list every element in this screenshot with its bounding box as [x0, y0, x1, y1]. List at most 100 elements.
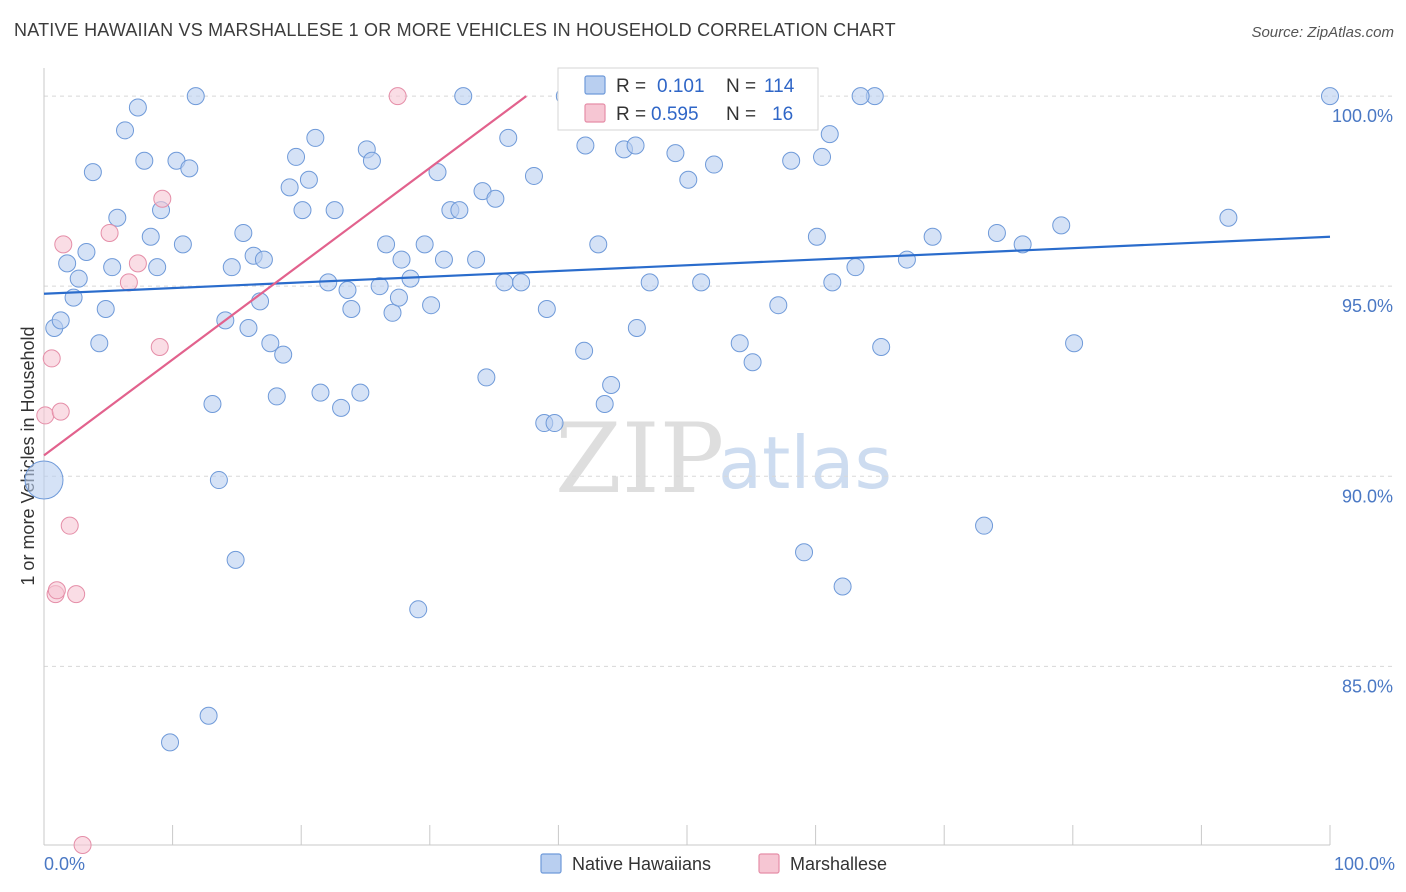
native-hawaiian-point	[370, 277, 389, 296]
marshallese-point	[388, 87, 407, 106]
y-axis-label: 1 or more Vehicles in Household	[18, 326, 38, 585]
x-axis-ticks	[43, 825, 1331, 845]
series-legend-label-pink: Marshallese	[790, 854, 887, 874]
native-hawaiian-point	[730, 334, 749, 353]
native-hawaiian-point	[58, 254, 77, 273]
native-hawaiian-point	[299, 170, 318, 189]
marshallese-point	[150, 338, 169, 357]
native-hawaiian-point	[987, 223, 1006, 242]
native-hawaiian-point	[428, 163, 447, 182]
native-hawaiian-point	[173, 235, 192, 254]
native-hawaiian-point	[203, 395, 222, 414]
native-hawaiian-point	[287, 147, 306, 166]
legend-r-value-2: 0.595	[651, 104, 699, 125]
y-tick-label: 95.0%	[1342, 296, 1393, 316]
marshallese-trend-line	[43, 95, 527, 457]
y-axis-tick-labels: 100.0% 95.0% 90.0% 85.0%	[1332, 106, 1393, 696]
legend-r-value-1: 0.101	[657, 76, 705, 97]
native-hawaiian-point	[383, 303, 402, 322]
native-hawaiian-point	[975, 516, 994, 535]
native-hawaiian-point	[640, 273, 659, 292]
native-hawaiian-point	[422, 296, 441, 315]
native-hawaiian-point	[325, 201, 344, 220]
native-hawaiian-point	[180, 159, 199, 178]
native-hawaiian-point	[90, 334, 109, 353]
series-legend-swatch-blue	[540, 853, 562, 874]
native-hawaiian-point	[692, 273, 711, 292]
native-hawaiian-point	[186, 87, 205, 106]
native-hawaiian-point	[148, 258, 167, 277]
native-hawaiian-point	[467, 250, 486, 269]
native-hawaiian-point	[679, 170, 698, 189]
native-hawaiian-point	[332, 398, 351, 417]
native-hawaiian-point	[499, 128, 518, 147]
native-hawaiian-point	[1065, 334, 1084, 353]
native-hawaiian-point	[415, 235, 434, 254]
marshallese-point	[100, 223, 119, 242]
native-hawaiian-point	[351, 383, 370, 402]
native-hawaiian-point	[209, 471, 228, 490]
native-hawaiian-point	[161, 733, 180, 752]
native-hawaiian-point	[1052, 216, 1071, 235]
native-hawaiian-point	[1013, 235, 1032, 254]
marshallese-point	[47, 581, 66, 600]
native-hawaiian-point	[434, 250, 453, 269]
native-hawaiian-point	[524, 166, 543, 185]
native-hawaiian-point	[226, 550, 245, 569]
stats-legend: R = 0.101 N = 114 R = 0.595 N = 16	[557, 67, 819, 131]
native-hawaiian-point	[338, 280, 357, 299]
gridlines	[44, 95, 1395, 667]
native-hawaiian-point	[116, 121, 135, 140]
native-hawaiian-point	[392, 250, 411, 269]
native-hawaiian-point	[782, 151, 801, 170]
native-hawaiian-point	[807, 227, 826, 246]
native-hawaiians-trend-line	[43, 235, 1331, 295]
trend-lines	[43, 95, 1331, 457]
native-hawaiian-point	[199, 706, 218, 725]
marshallese-point	[119, 273, 138, 292]
native-hawaiian-point	[477, 368, 496, 387]
native-hawaiian-point	[128, 98, 147, 117]
native-hawaiian-point	[897, 250, 916, 269]
native-hawaiian-point	[234, 223, 253, 242]
native-hawaiian-point	[135, 151, 154, 170]
native-hawaiian-point	[141, 227, 160, 246]
native-hawaiian-point	[1321, 87, 1339, 106]
marshallese-point	[60, 516, 79, 535]
native-hawaiian-point	[705, 155, 724, 174]
native-hawaiian-point	[626, 136, 645, 155]
native-hawaiian-point	[222, 258, 241, 277]
native-hawaiian-point	[51, 311, 70, 330]
x-tick-label-min: 0.0%	[44, 854, 85, 874]
native-hawaiian-point	[409, 600, 428, 619]
native-hawaiian-point	[575, 341, 594, 360]
native-hawaiian-point	[743, 353, 762, 372]
native-hawaiian-point	[267, 387, 286, 406]
native-hawaiian-point	[108, 208, 127, 227]
native-hawaiian-point	[576, 136, 595, 155]
source-label: Source: ZipAtlas.com	[1251, 24, 1394, 41]
native-hawaiian-point	[537, 299, 556, 318]
native-hawaiian-point	[306, 128, 325, 147]
series-legend-label-blue: Native Hawaiians	[572, 854, 711, 874]
native-hawaiian-point	[450, 201, 469, 220]
native-hawaiian-point	[254, 250, 273, 269]
y-tick-label: 85.0%	[1342, 676, 1393, 696]
native-hawaiian-point	[851, 87, 870, 106]
native-hawaiian-point	[239, 318, 258, 337]
marshallese-point	[128, 254, 147, 273]
marshallese-point	[36, 406, 55, 425]
native-hawaiian-point	[77, 242, 96, 261]
native-hawaiian-point	[627, 318, 646, 337]
native-hawaiian-point	[362, 151, 381, 170]
native-hawaiian-point	[486, 189, 505, 208]
native-hawaiian-point	[512, 273, 531, 292]
watermark-zip: ZIP	[555, 403, 724, 515]
chart-title: NATIVE HAWAIIAN VS MARSHALLESE 1 OR MORE…	[14, 20, 896, 40]
native-hawaiian-point	[24, 460, 64, 500]
native-hawaiian-point	[595, 395, 614, 414]
series-legend: Native Hawaiians Marshallese	[540, 853, 887, 874]
native-hawaiian-point	[274, 345, 293, 364]
legend-n-label-2: N =	[726, 104, 756, 125]
x-tick-label-max: 100.0%	[1334, 854, 1395, 874]
